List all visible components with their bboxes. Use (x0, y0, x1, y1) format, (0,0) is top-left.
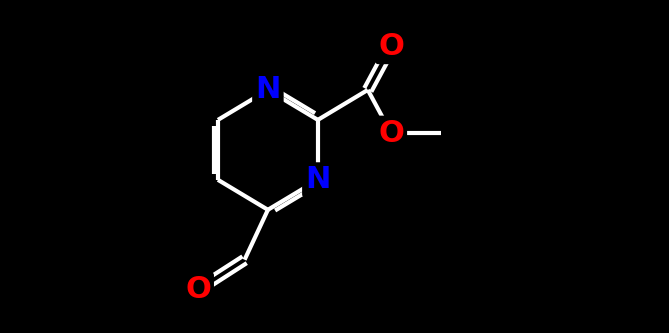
Text: O: O (185, 275, 211, 304)
Text: N: N (305, 165, 330, 194)
Text: O: O (378, 32, 404, 61)
Text: N: N (255, 75, 280, 105)
Text: O: O (378, 119, 404, 148)
